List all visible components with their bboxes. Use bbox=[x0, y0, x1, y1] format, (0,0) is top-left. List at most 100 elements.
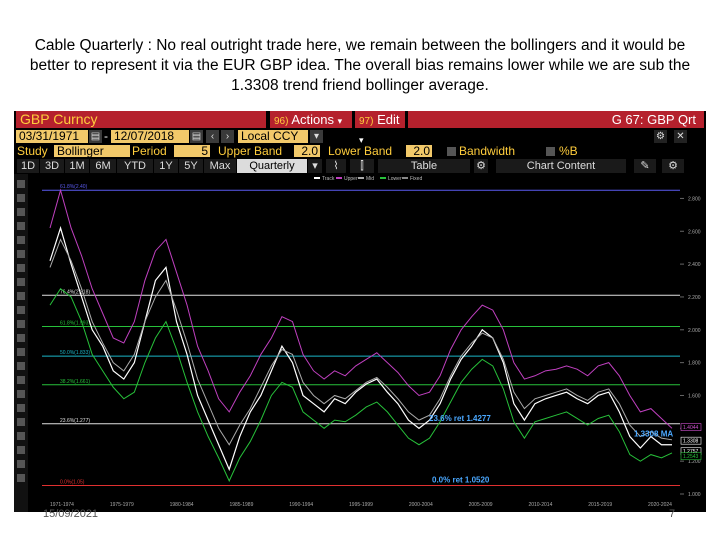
study-label: Study bbox=[17, 144, 48, 158]
legend-label: Fixed bbox=[410, 176, 422, 182]
drawing-tool-icon bbox=[17, 236, 25, 244]
actions-menu-label: Actions bbox=[291, 112, 334, 127]
y-axis-tick-label: 2.000 bbox=[688, 328, 701, 334]
drawing-tool-icon bbox=[17, 222, 25, 230]
chevron-down-icon[interactable]: ▾ bbox=[308, 159, 322, 173]
bollinger-chart-svg[interactable]: TrackUpperMidLowerFixed1.0001.2001.4001.… bbox=[14, 174, 706, 512]
legend-label: Upper bbox=[344, 176, 358, 182]
y-axis-tick-label: 2.600 bbox=[688, 229, 701, 235]
edit-menu-button[interactable]: 97) Edit ▾ bbox=[355, 111, 405, 145]
pctb-checkbox[interactable] bbox=[546, 147, 555, 156]
drawing-tool-icon bbox=[17, 194, 25, 202]
value-tag-box bbox=[680, 452, 702, 461]
actions-menu-button[interactable]: 96) Actions ▾ bbox=[270, 111, 352, 128]
drawing-tool-icon bbox=[17, 264, 25, 272]
ticker-field[interactable]: GBP Curncy bbox=[16, 111, 266, 128]
line-chart-icon[interactable]: ⌇ bbox=[326, 159, 346, 173]
price-chart[interactable]: TrackUpperMidLowerFixed1.0001.2001.4001.… bbox=[14, 174, 706, 512]
series-line-mid bbox=[49, 238, 673, 446]
chart-content-button[interactable]: Chart Content bbox=[496, 159, 626, 173]
drawing-tool-icon bbox=[17, 362, 25, 370]
next-arrow-icon[interactable]: › bbox=[221, 130, 234, 143]
slide-page-number: 7 bbox=[669, 508, 676, 520]
slide-title: Cable Quarterly : No real outright trade… bbox=[29, 37, 691, 94]
drawing-tool-icon bbox=[17, 306, 25, 314]
value-tag-label: 1.4044 bbox=[683, 425, 699, 431]
drawing-tool-icon bbox=[17, 320, 25, 328]
x-axis-tick-label: 2010-2014 bbox=[528, 502, 552, 508]
tab-5y[interactable]: 5Y bbox=[179, 159, 203, 173]
drawing-tool-icon bbox=[17, 180, 25, 188]
fib-level-label: 61.8%(2.40) bbox=[60, 184, 88, 190]
tab-1d[interactable]: 1D bbox=[17, 159, 39, 173]
settings-icon[interactable]: ⚙ bbox=[654, 130, 667, 143]
drawing-tool-icon bbox=[17, 250, 25, 258]
y-axis-tick-label: 1.800 bbox=[688, 361, 701, 367]
x-axis-tick-label: 1971-1974 bbox=[50, 502, 74, 508]
settings-icon[interactable]: ⚙ bbox=[662, 159, 684, 173]
end-date-field[interactable]: 12/07/2018 bbox=[111, 130, 189, 143]
y-axis-tick-label: 2.400 bbox=[688, 262, 701, 268]
date-range-bar: 03/31/1971 ▤ - 12/07/2018 ▤ ‹ › Local CC… bbox=[14, 129, 706, 144]
chevron-down-icon[interactable]: ▾ bbox=[310, 130, 323, 143]
drawing-tool-icon bbox=[17, 334, 25, 342]
calendar-icon[interactable]: ▤ bbox=[89, 130, 102, 143]
terminal-header-bar: GBP Curncy 96) Actions ▾ 97) Edit ▾ G 67… bbox=[14, 111, 706, 145]
y-axis-tick-label: 2.800 bbox=[688, 196, 701, 202]
gear-icon[interactable]: ⚙ bbox=[474, 159, 488, 173]
upper-band-label: Upper Band bbox=[218, 144, 283, 158]
lower-band-input[interactable]: 2.0 bbox=[406, 145, 432, 157]
value-tag-box bbox=[680, 423, 702, 431]
annotation-label: 1.3308 MA bbox=[634, 430, 673, 439]
series-line-track bbox=[49, 225, 672, 472]
bloomberg-terminal-window: GBP Curncy 96) Actions ▾ 97) Edit ▾ G 67… bbox=[14, 111, 706, 512]
chevron-down-icon: ▾ bbox=[337, 116, 343, 126]
close-icon[interactable]: ✕ bbox=[674, 130, 687, 143]
tab-3d[interactable]: 3D bbox=[40, 159, 64, 173]
annotation-label: 23.6% ret 1.4277 bbox=[429, 414, 491, 423]
fib-level-label: 50.0%(1.833) bbox=[60, 350, 90, 356]
start-date-field[interactable]: 03/31/1971 bbox=[16, 130, 88, 143]
x-axis-tick-label: 1985-1989 bbox=[229, 502, 253, 508]
tab-6m[interactable]: 6M bbox=[90, 159, 116, 173]
drawing-tool-icon bbox=[17, 390, 25, 398]
upper-band-input[interactable]: 2.0 bbox=[294, 145, 320, 157]
tab-max[interactable]: Max bbox=[204, 159, 236, 173]
annotation-label: 0.0% ret 1.0520 bbox=[432, 475, 490, 484]
fib-level-label: 0.0%(1.05) bbox=[60, 479, 85, 485]
x-axis-tick-label: 1980-1984 bbox=[170, 502, 194, 508]
period-input[interactable]: 5 bbox=[174, 145, 210, 157]
candle-chart-icon[interactable]: ⫿ bbox=[350, 159, 374, 173]
previous-arrow-icon[interactable]: ‹ bbox=[206, 130, 219, 143]
drawing-tool-icon bbox=[17, 432, 25, 440]
tab-ytd[interactable]: YTD bbox=[117, 159, 153, 173]
pctb-label: %B bbox=[559, 144, 578, 158]
tab-quarterly[interactable]: Quarterly bbox=[237, 159, 307, 173]
edit-pencil-icon[interactable]: ✎ bbox=[634, 159, 656, 173]
table-button[interactable]: Table bbox=[378, 159, 470, 173]
tab-1m[interactable]: 1M bbox=[65, 159, 89, 173]
drawing-tool-icon bbox=[17, 278, 25, 286]
x-axis-tick-label: 1990-1994 bbox=[289, 502, 313, 508]
bandwidth-checkbox[interactable] bbox=[447, 147, 456, 156]
drawing-tool-icon bbox=[17, 348, 25, 356]
y-axis-tick-label: 2.200 bbox=[688, 295, 701, 301]
x-axis-tick-label: 2005-2009 bbox=[469, 502, 493, 508]
value-tag-label: 1.2543 bbox=[683, 454, 699, 460]
y-axis-tick-label: 1.000 bbox=[688, 492, 701, 498]
drawing-tool-icon bbox=[17, 474, 25, 482]
drawing-tool-icon bbox=[17, 460, 25, 468]
value-tag-box bbox=[680, 436, 702, 445]
tab-1y[interactable]: 1Y bbox=[154, 159, 178, 173]
currency-select[interactable]: Local CCY bbox=[238, 130, 308, 143]
edit-menu-label: Edit bbox=[377, 112, 400, 127]
calendar-icon[interactable]: ▤ bbox=[190, 130, 203, 143]
series-line-lower bbox=[49, 288, 673, 483]
drawing-tool-icon bbox=[17, 208, 25, 216]
timeframe-tabs-bar: 1D 3D 1M 6M YTD 1Y 5Y Max Quarterly ▾ ⌇ … bbox=[14, 159, 706, 173]
x-axis-tick-label: 2000-2004 bbox=[409, 502, 433, 508]
drawing-tool-icon bbox=[17, 292, 25, 300]
legend-label: Lower bbox=[388, 176, 402, 182]
study-select[interactable]: Bollinger bbox=[54, 145, 130, 157]
x-axis-tick-label: 2015-2019 bbox=[588, 502, 612, 508]
